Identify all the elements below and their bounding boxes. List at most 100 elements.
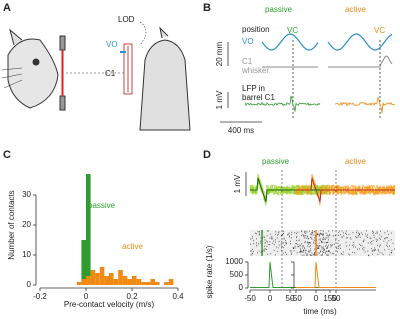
raster-tick <box>317 247 319 249</box>
raster-tick <box>390 251 392 254</box>
raster-tick <box>391 232 392 234</box>
raster-tick <box>320 250 321 252</box>
raster-tick <box>392 242 394 244</box>
raster-tick <box>326 242 328 244</box>
scale-label: 400 ms <box>228 126 254 135</box>
raster-tick <box>310 233 311 235</box>
raster-tick <box>311 252 313 254</box>
raster-tick <box>266 235 268 237</box>
raster-tick <box>306 231 308 233</box>
x-axis-label: Pre-contact velocity (m/s) <box>64 300 155 309</box>
raster-tick <box>355 246 356 248</box>
raster-tick <box>387 230 389 232</box>
raster-tick <box>275 254 276 256</box>
raster-tick <box>298 246 300 248</box>
raster-tick <box>322 251 323 253</box>
raster-tick <box>374 249 376 251</box>
label-vo: VO <box>106 40 118 49</box>
raster-tick <box>335 239 336 241</box>
raster-tick <box>318 242 320 244</box>
raster-tick <box>383 240 385 242</box>
raster-tick <box>325 241 327 243</box>
raster-tick <box>324 249 325 251</box>
y-tick-label: 30 <box>22 190 31 199</box>
histogram-bar <box>90 270 96 285</box>
raster-tick <box>359 236 361 238</box>
raster-tick <box>287 234 288 236</box>
vc-label: VC <box>374 26 385 35</box>
histogram-bar <box>132 276 137 285</box>
raster-tick <box>250 254 252 256</box>
raster-tick <box>343 235 345 237</box>
raster-tick <box>277 237 278 239</box>
raster-tick <box>293 247 294 249</box>
raster-tick <box>283 242 284 244</box>
raster-tick <box>322 247 324 249</box>
raster-tick <box>330 244 332 246</box>
raster-tick <box>314 242 316 245</box>
histogram-bar <box>155 282 160 285</box>
histogram-bar <box>104 276 109 285</box>
spike-rate-trace <box>296 261 376 288</box>
raster-tick <box>337 242 339 245</box>
raster-tick <box>391 249 393 251</box>
raster-tick <box>310 248 311 250</box>
raster-tick <box>323 242 325 244</box>
raster-tick <box>355 235 356 237</box>
raster-tick <box>263 236 265 238</box>
raster-tick <box>327 241 329 243</box>
raster-tick <box>313 234 315 236</box>
raster-tick <box>313 242 315 244</box>
raster-tick <box>369 237 371 239</box>
raster-tick <box>309 254 311 256</box>
raster-tick <box>353 244 355 246</box>
histogram-bar <box>113 279 119 285</box>
condition-label: active <box>345 157 366 166</box>
panel-a-drawing <box>1 21 191 131</box>
raster-tick <box>372 253 373 255</box>
raster-tick <box>310 254 311 256</box>
y-tick-label: 0 <box>27 280 32 289</box>
raster-tick <box>352 232 354 234</box>
x-tick-label: -0.2 <box>33 292 47 301</box>
raster-tick <box>290 252 292 254</box>
raster-tick <box>345 241 347 243</box>
raster-tick <box>286 253 287 255</box>
raster-tick <box>312 231 314 233</box>
raster-tick <box>291 233 292 236</box>
raster-tick <box>321 246 322 248</box>
panel-label: A <box>3 2 11 14</box>
raster-tick <box>334 235 336 237</box>
histogram-bar <box>168 279 174 285</box>
raster-tick <box>314 252 315 254</box>
raster-tick <box>341 230 343 232</box>
raster-tick <box>270 253 272 255</box>
raster-tick <box>325 245 326 247</box>
raster-tick <box>329 252 331 254</box>
raster-tick <box>326 251 328 253</box>
raster-tick <box>283 232 284 235</box>
raster-tick <box>328 244 330 246</box>
raster-tick <box>342 253 344 256</box>
raster-tick <box>260 240 261 242</box>
raster-tick <box>375 249 376 251</box>
raster-tick <box>325 238 326 240</box>
raster-tick <box>346 245 348 247</box>
raster-tick <box>356 230 358 232</box>
trace-label: LFP in <box>242 84 265 93</box>
raster-tick <box>378 250 379 252</box>
y-axis-label: spike rate (1/s) <box>205 245 214 298</box>
raster-tick <box>267 243 269 245</box>
raster-tick <box>265 240 267 242</box>
raster-tick <box>271 238 273 240</box>
histogram-bar <box>109 273 114 285</box>
raster-tick <box>328 250 329 252</box>
raster-tick <box>302 247 303 249</box>
raster-tick <box>324 248 325 250</box>
raster-tick <box>364 251 366 253</box>
raster-tick <box>337 245 339 247</box>
raster-tick <box>377 244 378 246</box>
histogram-bar <box>164 282 169 285</box>
raster-tick <box>294 247 296 249</box>
raster-tick <box>371 248 372 250</box>
